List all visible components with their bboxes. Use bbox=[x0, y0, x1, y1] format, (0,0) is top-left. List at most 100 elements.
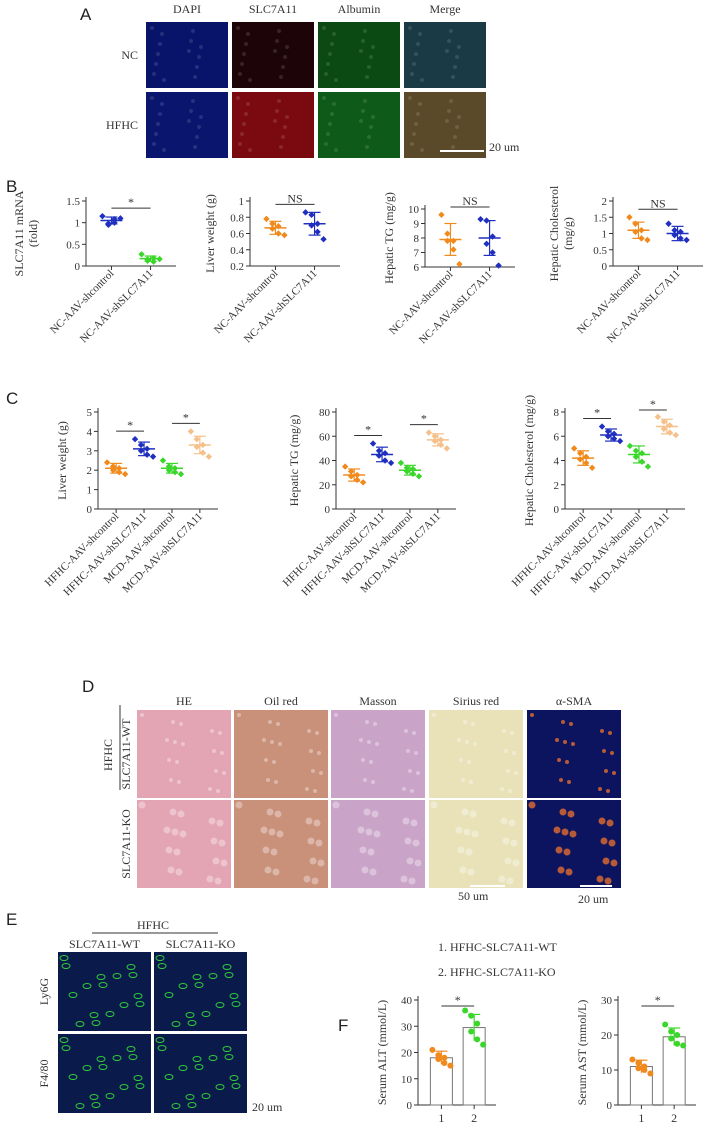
tissue-texture bbox=[216, 789, 220, 793]
histology-tile bbox=[234, 710, 328, 798]
cell-texture bbox=[275, 109, 279, 113]
row-label: Ly6G bbox=[37, 978, 51, 1006]
cell-texture bbox=[322, 26, 326, 30]
panel-letter-b: B bbox=[6, 177, 17, 196]
cell-outline bbox=[68, 1074, 78, 1080]
data-point bbox=[474, 1020, 481, 1027]
significance-label: * bbox=[127, 418, 133, 432]
tissue-texture bbox=[276, 830, 284, 838]
data-point bbox=[641, 1067, 648, 1073]
cell-texture bbox=[199, 115, 203, 119]
tissue-texture bbox=[559, 808, 567, 816]
cell-texture bbox=[236, 26, 240, 30]
x-category-label: NC-AAV-shSLC7A11 bbox=[417, 269, 495, 347]
cell-texture bbox=[455, 125, 459, 129]
significance-label: NS bbox=[462, 194, 477, 208]
tissue-texture bbox=[311, 877, 319, 885]
cell-outline bbox=[91, 1102, 101, 1108]
cell-outline bbox=[194, 982, 204, 988]
tissue-texture bbox=[363, 808, 371, 816]
tissue-texture bbox=[175, 760, 179, 764]
y-tick-label: 20 bbox=[401, 1048, 413, 1060]
cell-texture bbox=[277, 29, 281, 33]
significance-label: * bbox=[421, 412, 427, 426]
cell-texture bbox=[191, 99, 195, 103]
data-point bbox=[450, 237, 457, 245]
cell-texture bbox=[369, 125, 373, 129]
data-point bbox=[149, 453, 157, 460]
cell-outline bbox=[157, 963, 167, 969]
cell-outline bbox=[135, 1001, 145, 1007]
data-point bbox=[437, 441, 445, 448]
tissue-texture bbox=[402, 817, 410, 825]
cell-texture bbox=[369, 55, 373, 59]
tissue-texture bbox=[500, 817, 508, 825]
tissue-texture bbox=[266, 778, 270, 782]
tissue-texture bbox=[510, 839, 518, 847]
y-tick-label: 40 bbox=[319, 456, 331, 468]
bar-chart: 0 10 20 30 40 Serum ALT (mmol/L) 1 2 * bbox=[375, 993, 496, 1125]
cell-texture bbox=[332, 32, 336, 36]
micrograph-tile bbox=[404, 22, 486, 88]
data-point bbox=[199, 449, 207, 456]
micrograph-tile bbox=[232, 22, 314, 88]
tissue-texture bbox=[596, 875, 604, 883]
tissue-texture bbox=[361, 866, 369, 874]
cell-outline bbox=[126, 964, 136, 970]
tissue-texture bbox=[305, 817, 313, 825]
tissue-texture bbox=[514, 771, 518, 775]
tissue-texture bbox=[512, 859, 520, 867]
cell-texture bbox=[334, 78, 338, 82]
cell-texture bbox=[242, 52, 246, 56]
data-point bbox=[105, 221, 112, 229]
cell-texture bbox=[363, 29, 367, 33]
tissue-texture bbox=[504, 749, 508, 753]
cell-texture bbox=[447, 109, 451, 113]
tissue-texture bbox=[410, 819, 418, 827]
y-tick-label: 2 bbox=[87, 465, 93, 477]
cell-outline bbox=[128, 972, 138, 978]
tissue-texture bbox=[309, 749, 313, 753]
cell-outline bbox=[98, 1064, 108, 1070]
tissue-texture bbox=[569, 722, 573, 726]
data-point bbox=[269, 220, 276, 227]
y-tick-label: 5 bbox=[87, 407, 93, 419]
data-point bbox=[438, 211, 445, 218]
tissue-texture bbox=[177, 810, 185, 818]
tissue-texture bbox=[216, 819, 224, 827]
fluorescence-tile bbox=[58, 1034, 151, 1113]
data-point bbox=[369, 440, 377, 447]
cell-texture bbox=[150, 26, 154, 30]
tissue-texture bbox=[262, 846, 270, 854]
tissue-texture bbox=[220, 751, 224, 755]
cell-texture bbox=[246, 32, 250, 36]
x-category-label: 2 bbox=[471, 1111, 477, 1125]
group-label: HFHC bbox=[101, 739, 115, 771]
tissue-texture bbox=[404, 837, 412, 845]
data-point bbox=[341, 463, 349, 470]
data-point bbox=[668, 1028, 675, 1035]
micrograph-tile bbox=[318, 92, 400, 158]
bar-chart: 0 10 20 30 Serum AST (mmol/L) 1 2 * bbox=[575, 993, 696, 1125]
data-point bbox=[582, 453, 590, 461]
tissue-texture bbox=[569, 830, 577, 838]
cell-texture bbox=[326, 62, 330, 66]
cell-texture bbox=[158, 42, 162, 46]
cell-texture bbox=[451, 145, 455, 149]
cell-texture bbox=[273, 119, 277, 123]
tissue-texture bbox=[208, 787, 212, 791]
cell-texture bbox=[193, 145, 197, 149]
y-tick-label: 6 bbox=[414, 262, 420, 274]
y-axis-label: Hepatic Cholesterol (mg/g) bbox=[522, 395, 536, 526]
tissue-texture bbox=[508, 819, 516, 827]
tissue-texture bbox=[367, 848, 375, 856]
tissue-texture bbox=[467, 760, 471, 764]
data-point bbox=[375, 447, 383, 455]
cell-texture bbox=[193, 75, 197, 79]
data-point bbox=[435, 1056, 442, 1063]
tissue-texture bbox=[498, 875, 506, 883]
data-point bbox=[137, 441, 145, 449]
tissue-texture bbox=[264, 758, 268, 762]
